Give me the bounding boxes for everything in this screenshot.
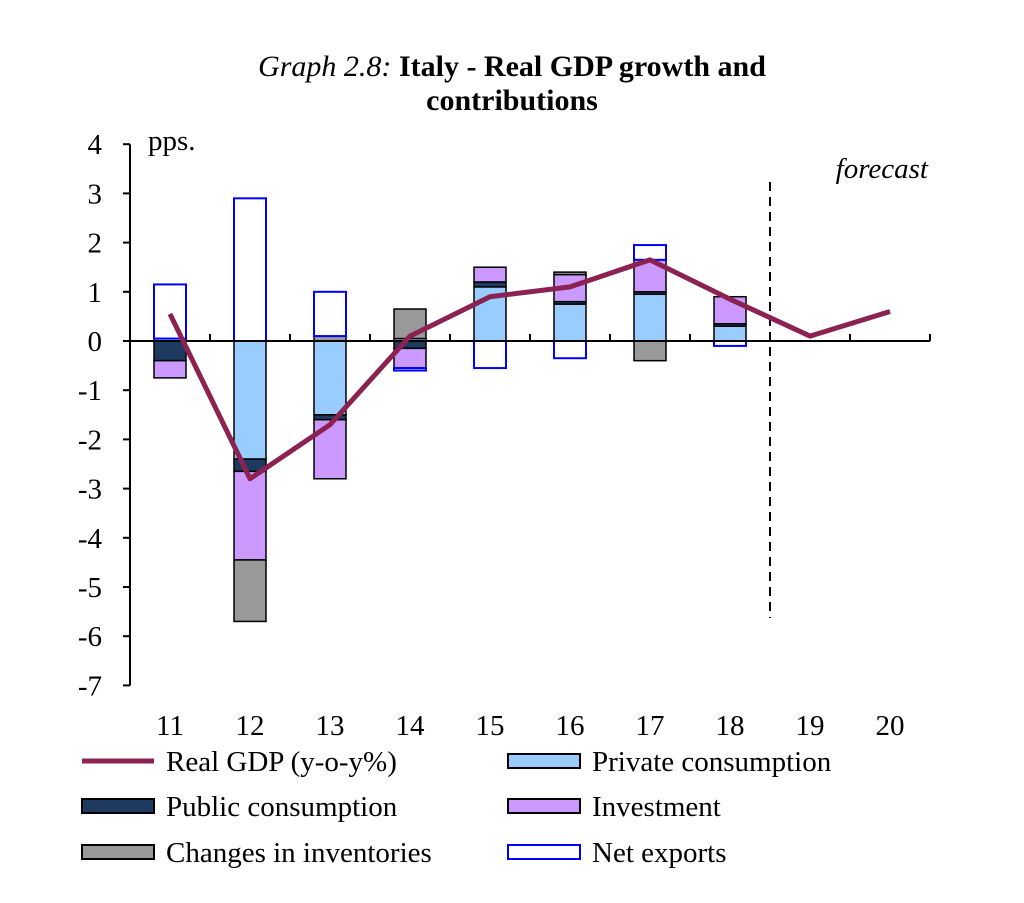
bar-private-consumption-17 xyxy=(633,293,667,342)
legend-label-real-gdp-y-o-y: Real GDP (y-o-y%) xyxy=(166,746,397,778)
bar-investment-11 xyxy=(153,359,187,379)
y-tick-label: 4 xyxy=(88,129,103,161)
bar-investment-13 xyxy=(313,418,347,480)
bar-investment-12 xyxy=(233,470,267,561)
bar-net-exports-15 xyxy=(473,340,507,370)
y-tick-label: -5 xyxy=(78,572,102,604)
bar-net-exports-11 xyxy=(153,283,187,340)
title-line-2: contributions xyxy=(426,84,598,117)
bar-public-consumption-11 xyxy=(153,340,187,362)
legend-swatch-net-exports xyxy=(507,844,581,860)
y-tick-label: -3 xyxy=(78,474,102,506)
x-tick-label-11: 11 xyxy=(156,710,184,742)
y-tick-label: -4 xyxy=(78,523,103,555)
bar-net-exports-13 xyxy=(313,290,347,338)
x-tick-label-14: 14 xyxy=(396,710,426,742)
y-tick-label: -1 xyxy=(78,375,102,407)
bar-net-exports-14 xyxy=(393,367,427,372)
legend-label-public-consumption: Public consumption xyxy=(166,791,398,823)
bar-investment-15 xyxy=(473,266,507,283)
forecast-label: forecast xyxy=(836,153,929,185)
x-tick-label-13: 13 xyxy=(316,710,345,742)
bar-private-consumption-18 xyxy=(713,325,747,342)
series-line-real-gdp xyxy=(167,257,891,482)
y-unit-label: pps. xyxy=(148,125,196,157)
x-tick-label-18: 18 xyxy=(716,710,745,742)
bar-private-consumption-16 xyxy=(553,303,587,342)
legend-label-changes-in-inventories: Changes in inventories xyxy=(166,837,432,869)
y-tick-label: -7 xyxy=(78,670,102,702)
bar-changes-in-inventories-17 xyxy=(633,340,667,362)
bar-net-exports-12 xyxy=(233,197,267,342)
legend-swatch-private-consumption xyxy=(507,753,581,769)
x-tick-label-16: 16 xyxy=(556,710,585,742)
title-main: Italy - Real GDP growth and xyxy=(398,50,766,83)
legend-swatch-public-consumption xyxy=(81,798,155,814)
x-tick-label-19: 19 xyxy=(796,710,825,742)
x-tick-label-12: 12 xyxy=(236,710,265,742)
bar-net-exports-16 xyxy=(553,340,587,360)
y-tick-label: 0 xyxy=(88,326,103,358)
legend-label-investment: Investment xyxy=(592,791,721,823)
bar-private-consumption-12 xyxy=(233,340,267,460)
bar-changes-in-inventories-12 xyxy=(233,559,267,623)
chart-title: Graph 2.8: Italy - Real GDP growth and c… xyxy=(0,50,1024,118)
x-tick-label-15: 15 xyxy=(476,710,505,742)
x-tick-label-17: 17 xyxy=(636,710,665,742)
y-tick-label: 1 xyxy=(88,277,103,309)
legend-label-net-exports: Net exports xyxy=(592,837,727,869)
legend-label-private-consumption: Private consumption xyxy=(592,746,832,778)
title-prefix: Graph 2.8: xyxy=(258,50,392,83)
legend-swatch-changes-in-inventories xyxy=(81,844,155,860)
bar-private-consumption-13 xyxy=(313,340,347,416)
y-tick-label: -6 xyxy=(78,621,102,653)
title-line-1: Graph 2.8: Italy - Real GDP growth and xyxy=(0,50,1024,84)
legend-swatch-investment xyxy=(507,798,581,814)
y-tick-label: 2 xyxy=(88,228,103,260)
bar-changes-in-inventories-16 xyxy=(553,271,587,276)
x-tick-label-20: 20 xyxy=(876,710,905,742)
y-tick-label: -2 xyxy=(78,424,102,456)
y-tick-label: 3 xyxy=(88,178,103,210)
